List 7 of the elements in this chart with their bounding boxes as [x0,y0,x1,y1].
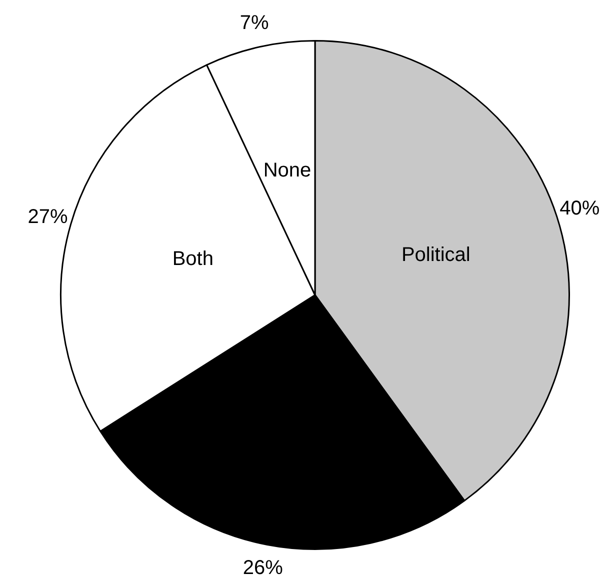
data-label: 7% [240,12,269,34]
slice-label: Political [401,244,470,266]
data-label: 27% [28,206,68,228]
data-label: 26% [242,556,284,579]
data-label: 40% [560,198,600,220]
slice-label: Both [172,248,214,270]
slice-label: None [263,159,312,182]
